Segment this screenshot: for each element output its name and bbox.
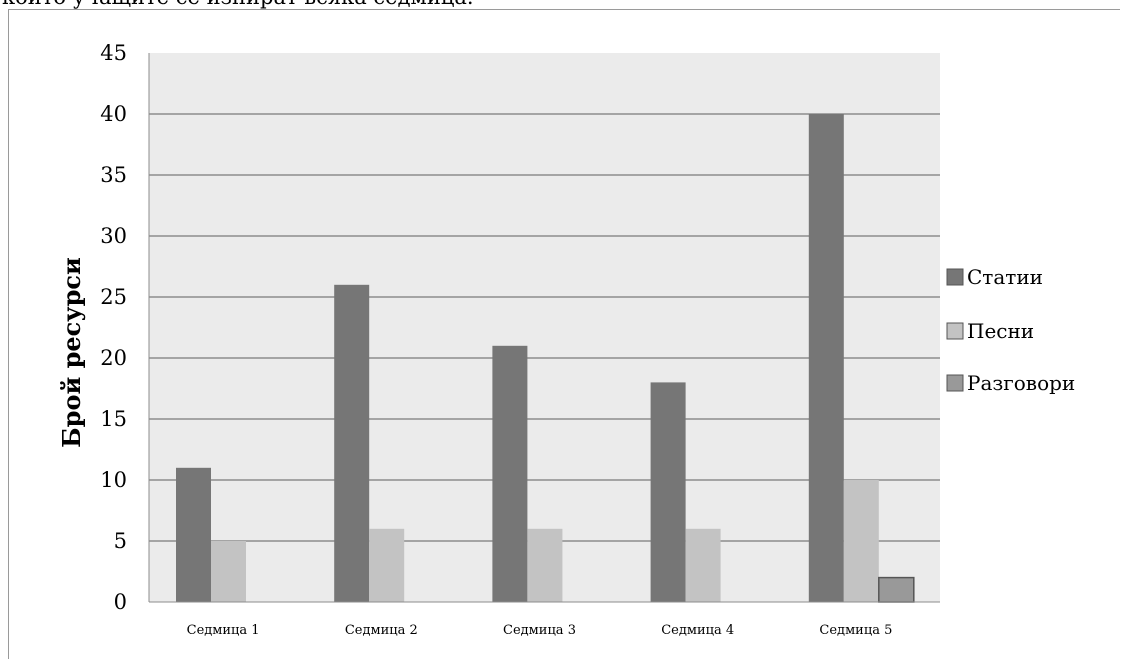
bar-1-2 xyxy=(334,284,370,602)
y-tick-label: 20 xyxy=(100,346,127,370)
x-tick-label: Седмица 5 xyxy=(819,623,892,638)
bar-1-3 xyxy=(492,345,528,602)
top-paragraph-text: които учащите се изпират всяка седмица. xyxy=(2,0,474,9)
legend-label: Разговори xyxy=(967,371,1075,395)
axes xyxy=(148,53,940,603)
plot-area xyxy=(149,53,940,602)
x-tick-label: Седмица 4 xyxy=(661,623,734,638)
y-tick-label: 45 xyxy=(100,41,127,65)
legend-label: Статии xyxy=(967,265,1043,289)
bar-2-1 xyxy=(211,541,246,602)
y-tick-label: 35 xyxy=(100,163,127,187)
bar-1-5 xyxy=(808,114,844,602)
bar-2-2 xyxy=(369,528,405,602)
y-tick-labels: 0 5 10 15 20 25 30 35 40 45 xyxy=(100,41,127,614)
bar-2-4 xyxy=(685,528,721,602)
y-tick-label: 10 xyxy=(100,468,127,492)
y-tick-label: 30 xyxy=(100,224,127,248)
y-tick-label: 40 xyxy=(100,102,127,126)
bars xyxy=(176,114,915,603)
chart-frame xyxy=(8,9,1120,659)
legend-swatch xyxy=(946,268,964,286)
bar-1-1 xyxy=(176,467,211,602)
y-tick-label: 5 xyxy=(114,529,127,553)
y-tick-label: 0 xyxy=(114,590,127,614)
y-tick-label: 15 xyxy=(100,407,127,431)
legend-swatch xyxy=(946,374,964,392)
legend-label: Песни xyxy=(967,319,1034,343)
bar-2-3 xyxy=(527,528,563,602)
x-tick-label: Седмица 2 xyxy=(345,623,418,638)
bar-3-5 xyxy=(878,576,915,603)
y-axis-label: Брой ресурси xyxy=(57,257,86,448)
bar-2-5 xyxy=(843,480,879,602)
x-tick-label: Седмица 3 xyxy=(503,623,576,638)
legend-swatch xyxy=(946,322,964,340)
x-tick-label: Седмица 1 xyxy=(187,623,260,638)
x-tick-labels: Седмица 1 Седмица 2 Седмица 3 Седмица 4 Седм… xyxy=(187,623,893,638)
y-tick-label: 25 xyxy=(100,285,127,309)
legend: Статии Песни Разговори xyxy=(946,265,1075,395)
bar-1-4 xyxy=(650,382,686,602)
